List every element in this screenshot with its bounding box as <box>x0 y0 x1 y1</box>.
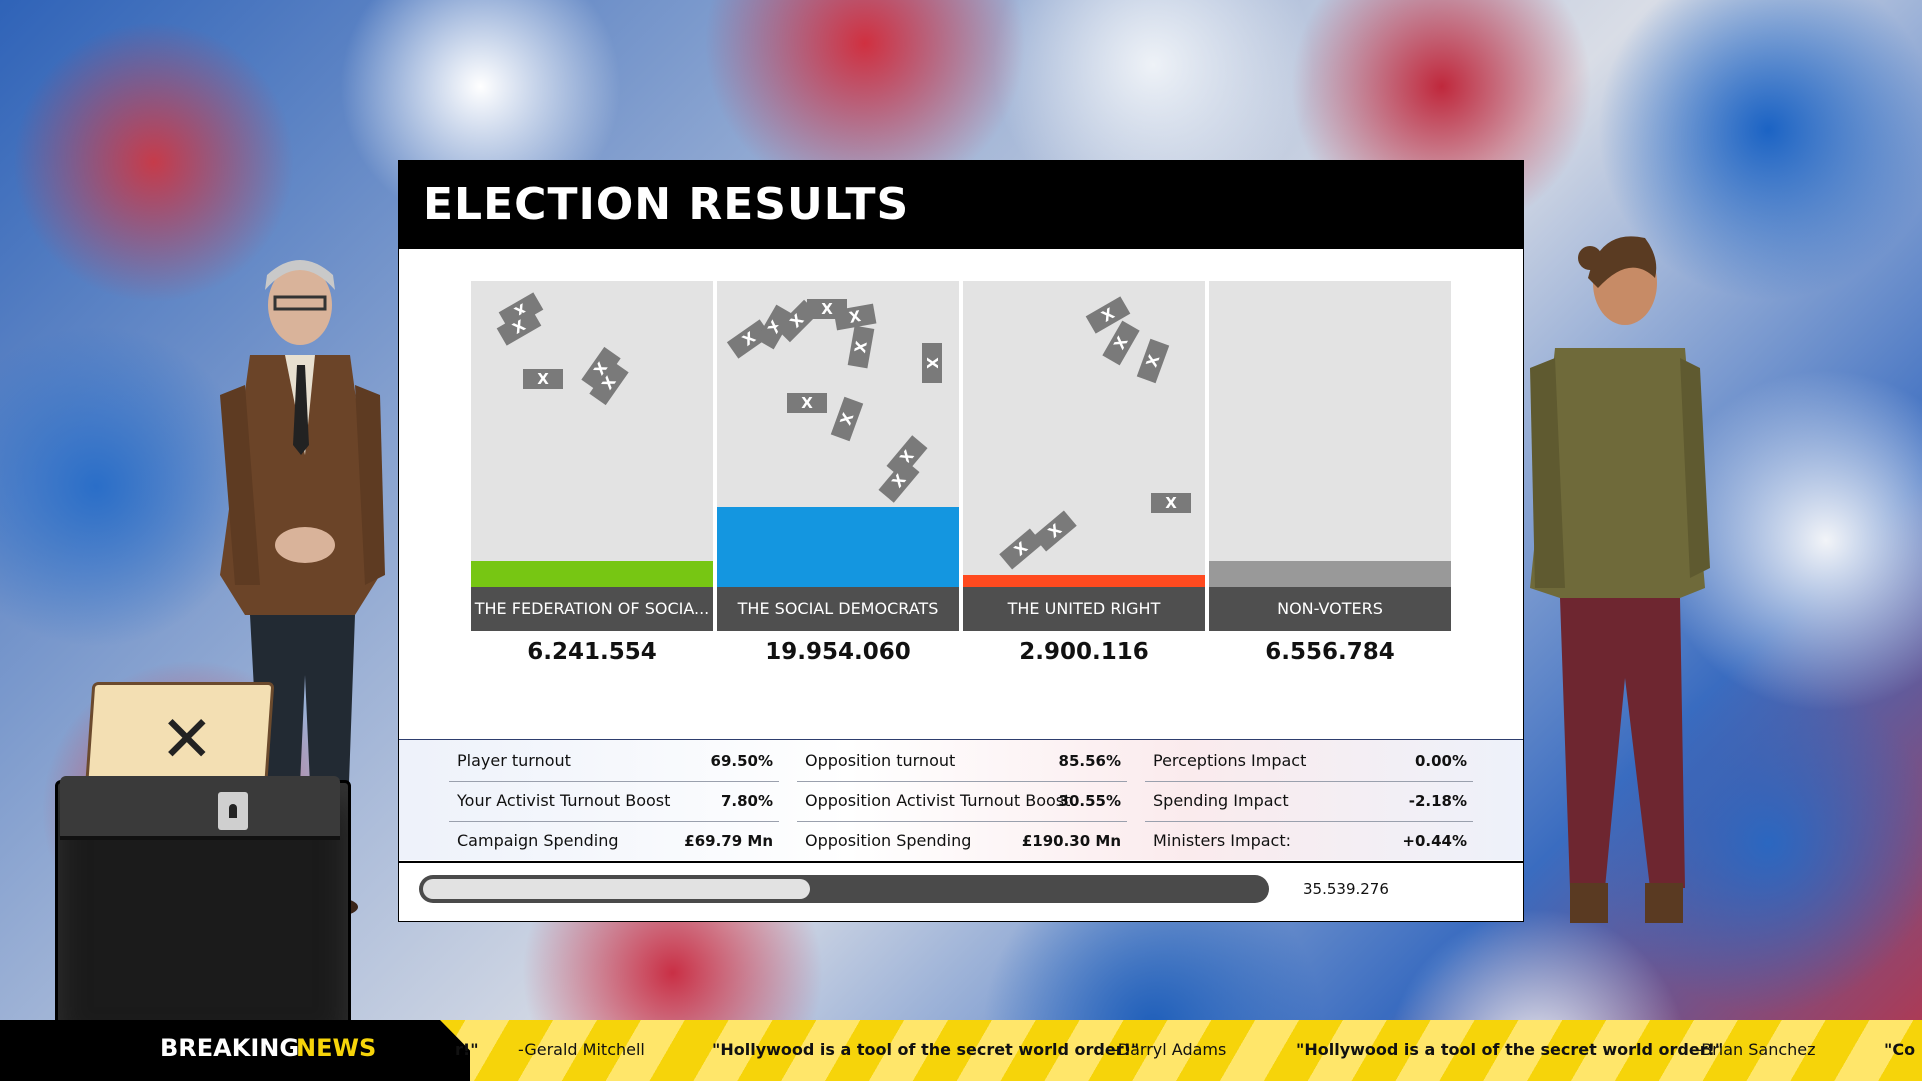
party-vote-bar <box>717 507 959 587</box>
ticker-author: -Brian Sanchez <box>1696 1040 1816 1059</box>
party-name-label: THE SOCIAL DEMOCRATS <box>717 587 959 631</box>
ticker-author: -Darryl Adams <box>1112 1040 1227 1059</box>
ticker-label: BREAKING NEWS <box>0 1020 470 1081</box>
total-vote-count: 35.539.276 <box>1303 880 1389 898</box>
falling-ballot-icon: X <box>878 459 920 503</box>
party-vote-bar <box>963 575 1205 587</box>
falling-ballot-icon: X <box>847 325 875 369</box>
stat-ministers-impact: Ministers Impact: +0.44% <box>1153 831 1467 850</box>
party-vote-bar <box>1209 561 1451 587</box>
stats-divider <box>399 739 1523 740</box>
party-name-label: NON-VOTERS <box>1209 587 1451 631</box>
party-column: XXXXXXXXXXXTHE SOCIAL DEMOCRATS <box>717 281 959 631</box>
ballot-box-lid <box>60 776 340 840</box>
party-vote-box: XXXXXXXXXXX <box>717 281 959 587</box>
ticker-quote: r!" <box>455 1040 479 1059</box>
party-name-label: THE FEDERATION OF SOCIA... <box>471 587 713 631</box>
falling-ballot-icon: X <box>787 393 827 413</box>
ticker-quote: "Hollywood is a tool of the secret world… <box>1296 1040 1724 1059</box>
falling-ballot-icon: X <box>1151 493 1191 513</box>
young-woman-character <box>1530 236 1710 923</box>
falling-ballot-icon: X <box>523 369 563 389</box>
party-column: NON-VOTERS <box>1209 281 1451 631</box>
election-results-panel: ELECTION RESULTS X X X X X THE FEDERATION OF … <box>398 160 1524 922</box>
party-name-label: THE UNITED RIGHT <box>963 587 1205 631</box>
page-title: ELECTION RESULTS <box>423 179 910 230</box>
party-vote-bar <box>471 561 713 587</box>
lock-icon <box>218 792 248 830</box>
party-column: X X X X X THE FEDERATION OF SOCIA... <box>471 281 713 631</box>
party-vote-count: 2.900.116 <box>1019 639 1149 665</box>
stat-opposition-spending: Opposition Spending £190.30 Mn <box>805 831 1121 850</box>
party-vote-count: 6.241.554 <box>527 639 657 665</box>
ticker-breaking: BREAKING <box>160 1034 300 1062</box>
ticker-author: -Gerald Mitchell <box>518 1040 645 1059</box>
falling-ballot-icon: X <box>1136 338 1170 384</box>
falling-ballot-icon: X <box>922 343 942 383</box>
falling-ballot-icon: X <box>830 396 864 442</box>
falling-ballot-icon: X <box>1102 320 1140 366</box>
panel-header: ELECTION RESULTS <box>399 161 1523 249</box>
stat-spending-impact: Spending Impact -2.18% <box>1145 781 1473 822</box>
stats-section <box>399 740 1523 860</box>
stat-perceptions-impact: Perceptions Impact 0.00% <box>1145 741 1473 782</box>
stat-opposition-activist-boost: Opposition Activist Turnout Boost 30.55% <box>797 781 1127 822</box>
party-vote-count: 19.954.060 <box>765 639 911 665</box>
ticker-quote: "Hollywood is a tool of the secret world… <box>712 1040 1140 1059</box>
ticker-quote: "Co <box>1884 1040 1916 1059</box>
stat-opposition-turnout: Opposition turnout 85.56% <box>797 741 1127 782</box>
party-vote-count: 6.556.784 <box>1265 639 1395 665</box>
progress-divider <box>399 861 1523 863</box>
breaking-news-ticker: BREAKING NEWS r!" -Gerald Mitchell "Hollyw… <box>0 1020 1922 1081</box>
ticker-news: NEWS <box>296 1034 377 1062</box>
stat-activist-boost: Your Activist Turnout Boost 7.80% <box>449 781 779 822</box>
vote-count-progress-fill <box>423 879 810 899</box>
party-column: X X X X X X THE UNITED RIGHT <box>963 281 1205 631</box>
stat-campaign-spending: Campaign Spending £69.79 Mn <box>457 831 773 850</box>
stat-player-turnout: Player turnout 69.50% <box>449 741 779 782</box>
party-vote-box <box>1209 281 1451 587</box>
ballot-x-mark: ✕ <box>160 703 214 777</box>
